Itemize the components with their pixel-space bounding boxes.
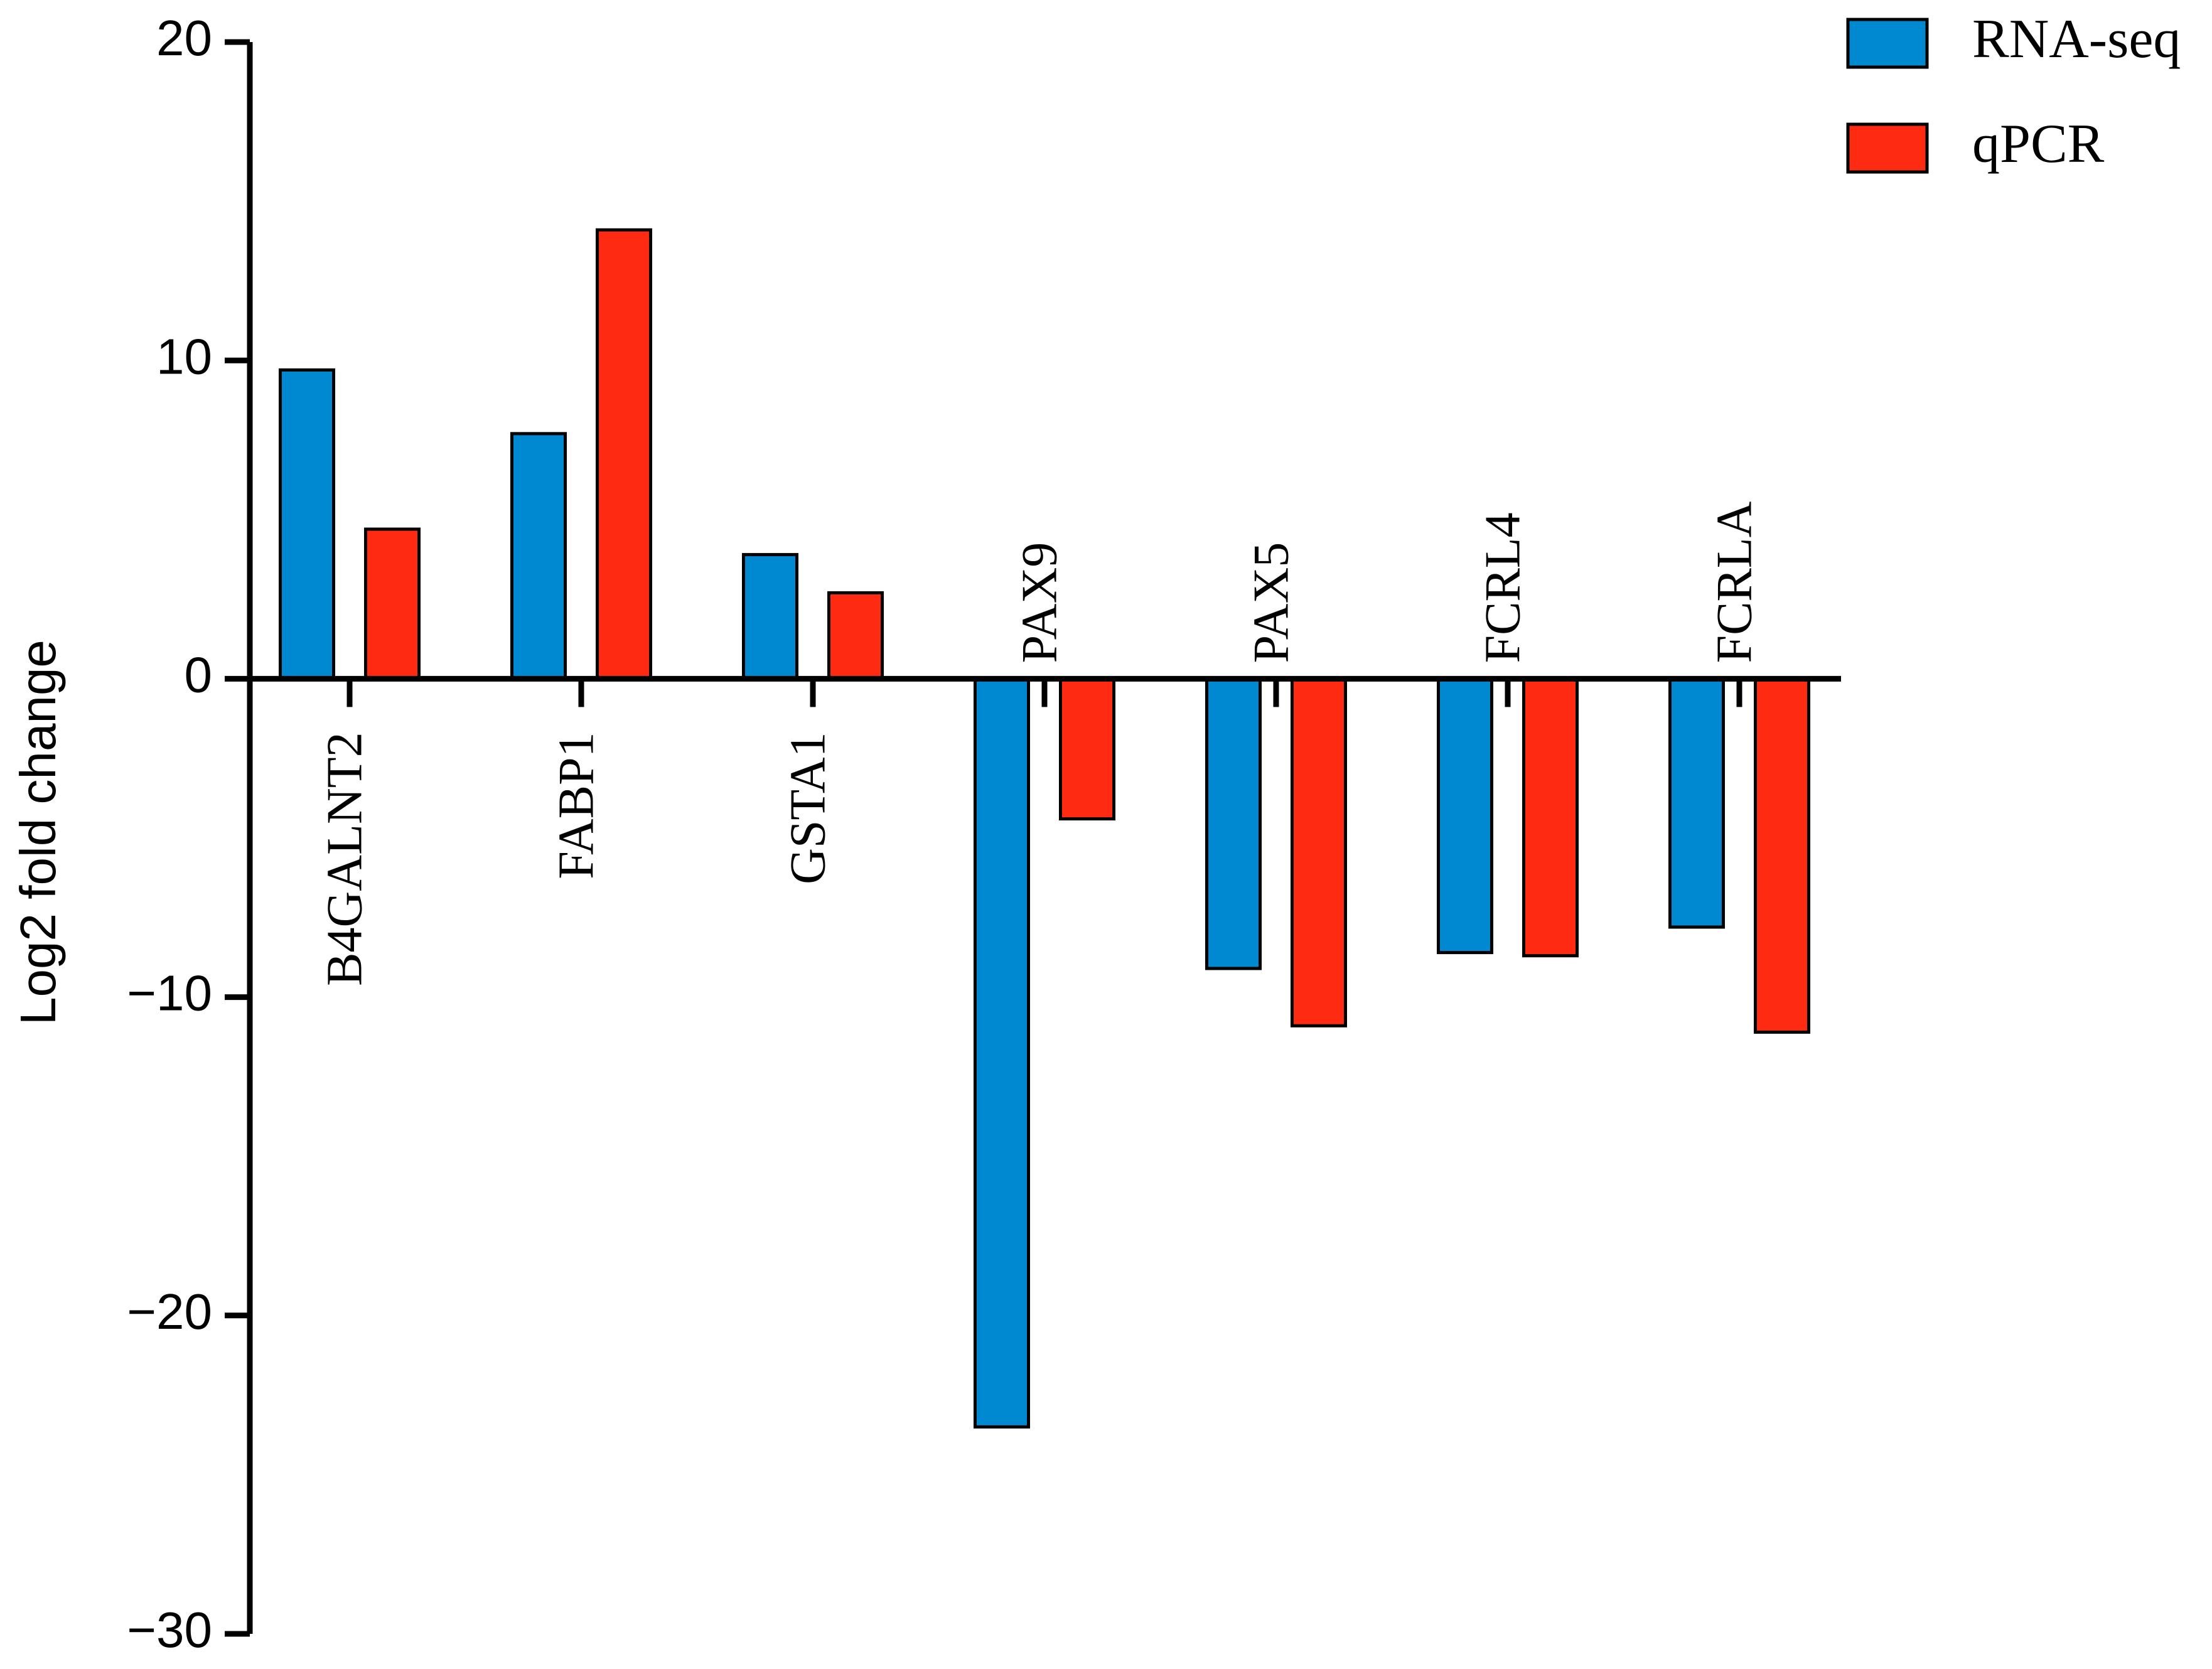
x-tick-label: PAX9 bbox=[1012, 542, 1067, 663]
bar bbox=[1437, 677, 1493, 955]
legend-label: qPCR bbox=[1972, 114, 2105, 174]
legend-swatch bbox=[1846, 122, 1929, 174]
y-axis-title: Log2 fold change bbox=[10, 640, 66, 1025]
bar bbox=[974, 677, 1030, 1429]
legend-label: RNA-seq bbox=[1972, 9, 2181, 70]
bar bbox=[1522, 677, 1579, 958]
x-tick-label: FABP1 bbox=[549, 732, 604, 879]
bar bbox=[364, 527, 421, 680]
y-tick-label: 10 bbox=[156, 328, 212, 384]
y-tick-label: −10 bbox=[127, 965, 212, 1021]
bar bbox=[1668, 677, 1725, 929]
x-tick-label: FCRL4 bbox=[1475, 512, 1530, 663]
x-tick-label: GSTA1 bbox=[780, 732, 835, 884]
y-tick-label: 0 bbox=[185, 647, 213, 703]
legend-swatch bbox=[1846, 18, 1929, 69]
bar bbox=[596, 228, 652, 680]
x-tick-label: FCRLA bbox=[1707, 501, 1762, 663]
bar bbox=[1205, 677, 1262, 970]
bar bbox=[510, 432, 567, 680]
y-tick-label: −30 bbox=[127, 1602, 212, 1658]
y-tick-label: −20 bbox=[127, 1284, 212, 1339]
x-tick-label: B4GALNT2 bbox=[317, 732, 372, 985]
bar bbox=[1291, 677, 1347, 1028]
bar bbox=[1754, 677, 1810, 1034]
bar bbox=[279, 368, 335, 680]
bar bbox=[1059, 677, 1115, 821]
y-tick-label: 20 bbox=[156, 10, 212, 66]
bar bbox=[827, 591, 884, 680]
x-tick-label: PAX5 bbox=[1243, 542, 1299, 663]
bar bbox=[742, 553, 798, 680]
